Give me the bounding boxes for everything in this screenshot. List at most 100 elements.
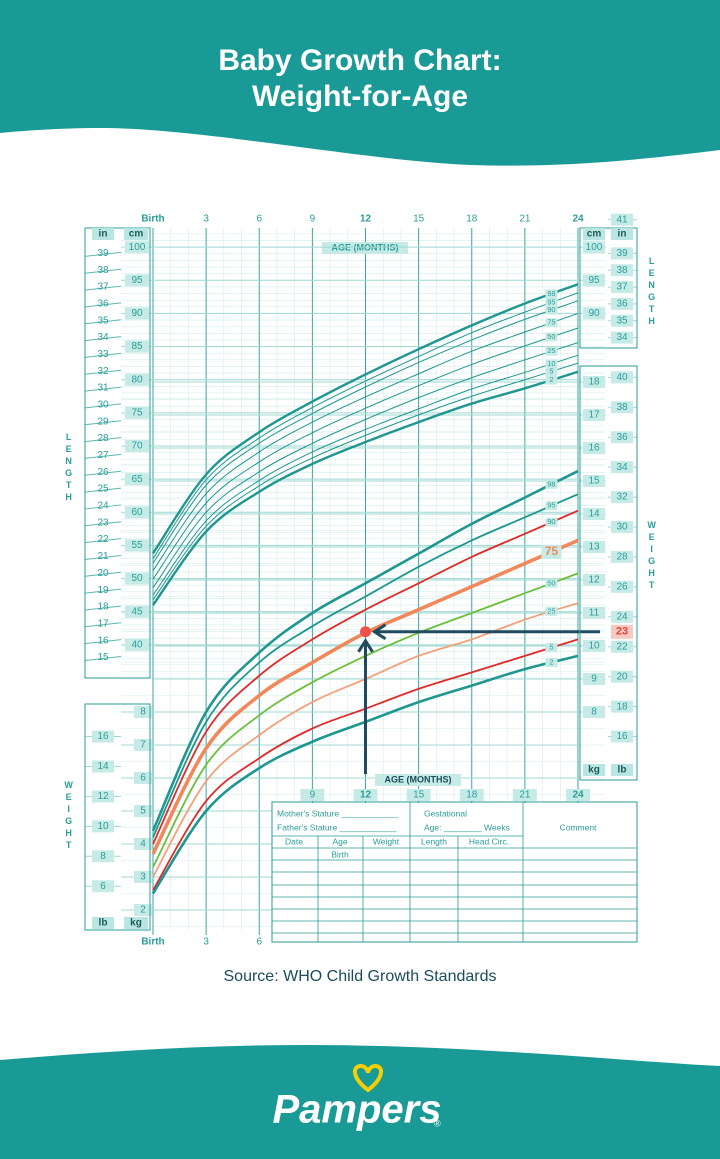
tick-label: 4 bbox=[140, 839, 146, 850]
y2-tick-label: 29 bbox=[97, 416, 109, 427]
y2-tick-mark bbox=[84, 622, 122, 628]
percentile-box bbox=[545, 606, 558, 616]
y2-tick-label: 34 bbox=[97, 332, 109, 343]
y2-tick-label: 28 bbox=[97, 433, 109, 444]
percentile-curve bbox=[151, 469, 579, 832]
tick-label: 6 bbox=[140, 773, 146, 784]
table-field: Age: ________ Weeks bbox=[424, 822, 510, 832]
x-tick-label: 3 bbox=[203, 214, 209, 225]
y2-tick-mark bbox=[84, 319, 122, 325]
tick-label: 17 bbox=[588, 410, 600, 421]
tick-box bbox=[583, 508, 605, 520]
tick-label: 18 bbox=[588, 377, 600, 388]
percentile-curve bbox=[152, 509, 579, 845]
percentile-box bbox=[545, 658, 558, 667]
y-axis-title: LENGTH bbox=[647, 256, 657, 328]
tick-label: 40 bbox=[616, 372, 628, 383]
tick-box bbox=[92, 880, 114, 893]
tick-label: 14 bbox=[588, 509, 600, 520]
tick-box bbox=[583, 475, 605, 487]
x-tick-label: Birth bbox=[141, 937, 164, 948]
y2-tick-label: 38 bbox=[97, 265, 109, 276]
tick-box bbox=[125, 506, 149, 519]
tick-box bbox=[125, 241, 149, 254]
tick-box bbox=[611, 521, 633, 534]
y2-tick-mark bbox=[84, 352, 122, 358]
left-length-frame bbox=[84, 227, 151, 679]
unit-box bbox=[611, 228, 633, 240]
tick-box bbox=[583, 274, 605, 287]
table-header: Head Circ. bbox=[469, 836, 509, 846]
tick-box bbox=[611, 213, 633, 226]
title-line: Baby Growth Chart: bbox=[218, 44, 501, 77]
percentile-label: 2 bbox=[549, 375, 553, 384]
y-axis-title: WEIGHT bbox=[64, 780, 74, 852]
tick-box bbox=[125, 406, 149, 419]
y2-tick-mark bbox=[84, 386, 122, 392]
y2-tick-mark bbox=[84, 453, 122, 459]
percentile-box bbox=[545, 479, 558, 489]
percentile-label: 50 bbox=[547, 332, 555, 341]
tick-box bbox=[611, 610, 633, 623]
y2-tick-mark bbox=[84, 521, 122, 527]
x-tick-label: 3 bbox=[203, 937, 209, 948]
tick-label: 75 bbox=[131, 407, 143, 418]
tick-label: 60 bbox=[131, 507, 143, 518]
tick-box bbox=[583, 376, 605, 388]
percentile-box bbox=[545, 366, 558, 376]
right-length-frame bbox=[579, 227, 638, 349]
tick-label: 12 bbox=[97, 791, 109, 802]
tick-label: 8 bbox=[100, 851, 106, 862]
tick-box bbox=[611, 247, 633, 260]
percentile-label: 25 bbox=[547, 606, 555, 615]
axis-title-box bbox=[322, 242, 408, 254]
tick-box bbox=[92, 730, 114, 743]
y2-tick-mark bbox=[84, 504, 122, 510]
y2-tick-mark bbox=[84, 268, 122, 274]
tick-box bbox=[459, 789, 484, 801]
tick-box bbox=[125, 605, 149, 618]
brand-logo: Pampers bbox=[273, 1088, 442, 1132]
tick-box bbox=[611, 371, 633, 384]
percentile-curve bbox=[152, 638, 579, 891]
tick-label: 24 bbox=[616, 611, 628, 622]
y2-tick-label: 33 bbox=[97, 349, 109, 360]
percentile-box bbox=[545, 517, 558, 527]
table-header: Age bbox=[332, 836, 347, 846]
highlight-point bbox=[360, 626, 371, 638]
unit-label: kg bbox=[588, 765, 600, 776]
tick-box bbox=[134, 904, 152, 916]
percentile-label: 2 bbox=[549, 657, 553, 666]
tick-box bbox=[125, 274, 149, 287]
tick-box bbox=[300, 789, 325, 801]
y2-tick-mark bbox=[84, 655, 122, 661]
unit-label: in bbox=[618, 229, 627, 240]
table-field: Gestational bbox=[424, 808, 467, 818]
x-tick-label: 15 bbox=[413, 214, 425, 225]
tick-box bbox=[125, 440, 149, 452]
tick-label: 14 bbox=[97, 761, 109, 772]
x-tick-label: 24 bbox=[572, 214, 584, 225]
y2-tick-mark bbox=[84, 571, 122, 577]
percentile-label: 95 bbox=[547, 501, 555, 510]
tick-box bbox=[566, 789, 590, 801]
x-tick-label: 6 bbox=[256, 937, 262, 948]
tick-label: 80 bbox=[131, 374, 143, 385]
tick-label: 30 bbox=[616, 522, 628, 533]
percentile-label: 25 bbox=[547, 346, 555, 355]
table-header: Length bbox=[421, 836, 447, 846]
tick-box bbox=[125, 638, 149, 651]
x-tick-label: 24 bbox=[572, 790, 584, 801]
tick-box bbox=[134, 805, 152, 817]
y2-tick-label: 35 bbox=[97, 315, 109, 326]
percentile-label: 5 bbox=[549, 643, 553, 652]
tick-box bbox=[583, 409, 605, 421]
y-axis-title: LENGTH bbox=[64, 432, 74, 504]
tick-label: 20 bbox=[616, 671, 628, 682]
brand-heart bbox=[353, 1063, 383, 1093]
tick-box bbox=[611, 550, 633, 563]
percentile-box bbox=[545, 332, 558, 342]
percentile-curve bbox=[152, 327, 579, 580]
